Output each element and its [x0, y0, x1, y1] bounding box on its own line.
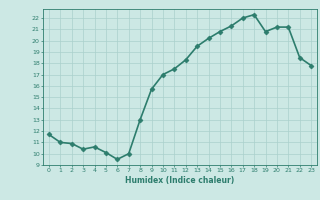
X-axis label: Humidex (Indice chaleur): Humidex (Indice chaleur): [125, 176, 235, 185]
